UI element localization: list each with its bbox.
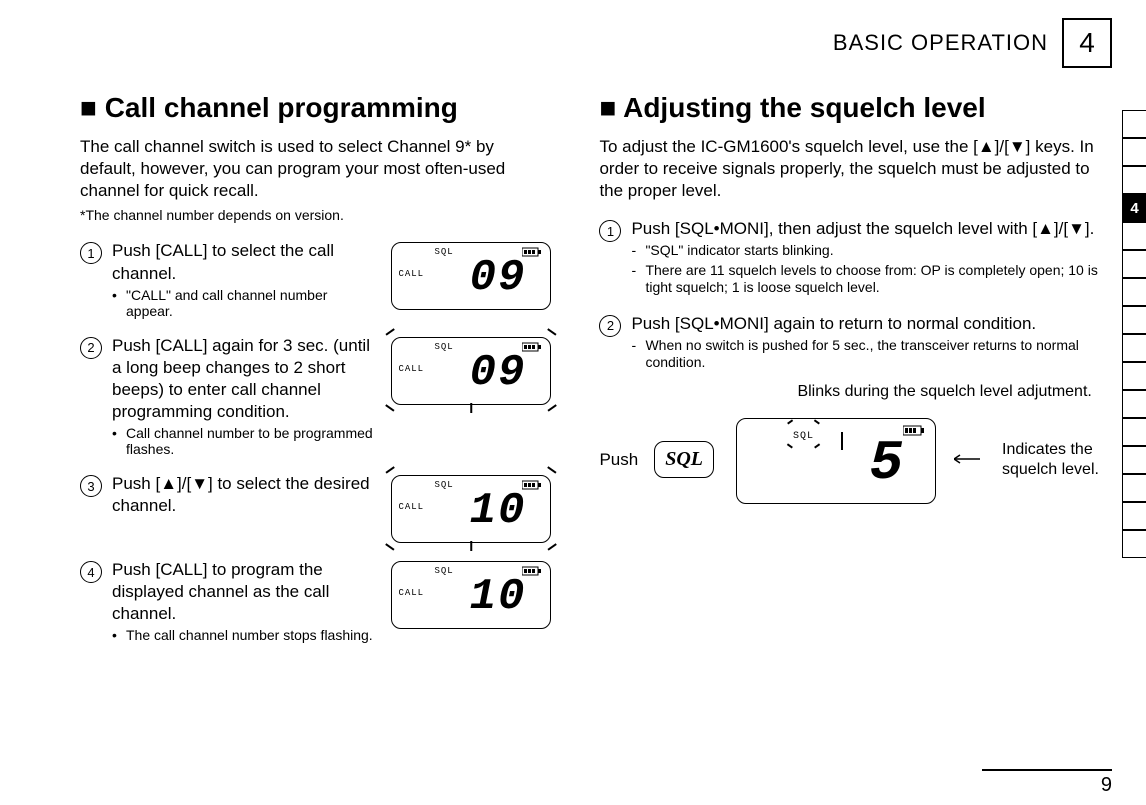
step: 2 Push [CALL] again for 3 sec. (until a … (80, 335, 551, 457)
right-column: ■ Adjusting the squelch level To adjust … (599, 86, 1112, 643)
header: BASIC OPERATION 4 (80, 18, 1112, 68)
sql-indicator: SQL (434, 566, 453, 576)
step: 4 Push [CALL] to program the displayed c… (80, 559, 551, 643)
step-sub: -There are 11 squelch levels to choose f… (631, 262, 1112, 297)
page: BASIC OPERATION 4 4 ■ Call channel progr… (0, 0, 1146, 805)
lcd-digits: 10 (470, 572, 527, 622)
left-lead: The call channel switch is used to selec… (80, 136, 551, 202)
lcd-digits: 09 (470, 348, 527, 398)
step-number: 3 (80, 475, 102, 497)
section-name: BASIC OPERATION (833, 30, 1048, 56)
sql-indicator: SQL (434, 342, 453, 352)
side-tab (1122, 138, 1146, 166)
step: 2 Push [SQL•MONI] again to return to nor… (599, 313, 1112, 372)
side-tab (1122, 474, 1146, 502)
battery-icon (903, 425, 925, 436)
step-number: 2 (80, 337, 102, 359)
step-number: 1 (599, 220, 621, 242)
lcd-flashing: SQL CALL 10 (391, 473, 551, 543)
side-tab (1122, 250, 1146, 278)
sql-key: SQL (654, 441, 714, 478)
lcd-digits: 09 (470, 253, 527, 303)
side-tab (1122, 446, 1146, 474)
step-bullet: •Call channel number to be programmed fl… (112, 425, 377, 457)
call-indicator: CALL (398, 502, 424, 512)
left-note: *The channel number depends on version. (80, 206, 551, 224)
side-tab (1122, 306, 1146, 334)
side-tab (1122, 278, 1146, 306)
call-indicator: CALL (398, 269, 424, 279)
lcd-digits: 5 (869, 431, 905, 495)
step-bullet: •The call channel number stops flashing. (112, 627, 377, 643)
step-text: Push [CALL] to select the call channel. (112, 240, 377, 284)
side-tab (1122, 362, 1146, 390)
step-bullet: •"CALL" and call channel number appear. (112, 287, 377, 319)
push-label: Push (599, 450, 638, 470)
sql-indicator: SQL (434, 247, 453, 257)
step-text: Push [SQL•MONI], then adjust the squelch… (631, 218, 1112, 240)
step: 1 Push [SQL•MONI], then adjust the squel… (599, 218, 1112, 297)
right-lead: To adjust the IC-GM1600's squelch level,… (599, 136, 1112, 202)
lcd-flashing: SQL CALL 09 (391, 335, 551, 405)
arrow-icon (954, 451, 984, 469)
side-tab-active: 4 (1122, 194, 1146, 222)
step-text: Push [▲]/[▼] to select the desired chann… (112, 473, 377, 517)
lcd-display: SQL CALL 09 (391, 242, 551, 310)
step: 1 Push [CALL] to select the call channel… (80, 240, 551, 318)
lcd-display: SQL CALL 10 (391, 561, 551, 629)
step-number: 2 (599, 315, 621, 337)
right-title: ■ Adjusting the squelch level (599, 92, 1112, 124)
step-sub: -"SQL" indicator starts blinking. (631, 242, 1112, 260)
step-text: Push [SQL•MONI] again to return to norma… (631, 313, 1112, 335)
side-tab (1122, 110, 1146, 138)
sql-indicator: SQL (793, 431, 814, 442)
sql-indicator: SQL (434, 480, 453, 490)
side-tab (1122, 502, 1146, 530)
step-sub: -When no switch is pushed for 5 sec., th… (631, 337, 1112, 372)
sql-blink-icon: SQL (793, 425, 814, 443)
page-number: 9 (1101, 774, 1112, 797)
side-tabs: 4 (1122, 110, 1146, 558)
step-number: 4 (80, 561, 102, 583)
left-column: ■ Call channel programming The call chan… (80, 86, 551, 643)
content-columns: ■ Call channel programming The call chan… (80, 86, 1112, 643)
step-text: Push [CALL] again for 3 sec. (until a lo… (112, 335, 377, 423)
lcd-display-squelch: SQL 5 (736, 418, 936, 504)
chapter-number: 4 (1062, 18, 1112, 68)
side-tab (1122, 166, 1146, 194)
left-title: ■ Call channel programming (80, 92, 551, 124)
lcd-digits: 10 (470, 486, 527, 536)
figure-top-label: Blinks during the squelch level adjutmen… (797, 382, 1112, 402)
squelch-figure: Blinks during the squelch level adjutmen… (599, 382, 1112, 504)
side-tab (1122, 418, 1146, 446)
step-text: Push [CALL] to program the displayed cha… (112, 559, 377, 625)
figure-right-label: Indicates the squelch level. (1002, 440, 1112, 480)
call-indicator: CALL (398, 588, 424, 598)
step: 3 Push [▲]/[▼] to select the desired cha… (80, 473, 551, 543)
side-tab (1122, 390, 1146, 418)
lcd-display: SQL CALL 10 (391, 475, 551, 543)
call-indicator: CALL (398, 364, 424, 374)
side-tab (1122, 334, 1146, 362)
step-number: 1 (80, 242, 102, 264)
footer-rule (982, 769, 1112, 771)
side-tab (1122, 222, 1146, 250)
side-tab (1122, 530, 1146, 558)
lcd-display: SQL CALL 09 (391, 337, 551, 405)
lcd-flashing: SQL 5 (736, 416, 936, 504)
